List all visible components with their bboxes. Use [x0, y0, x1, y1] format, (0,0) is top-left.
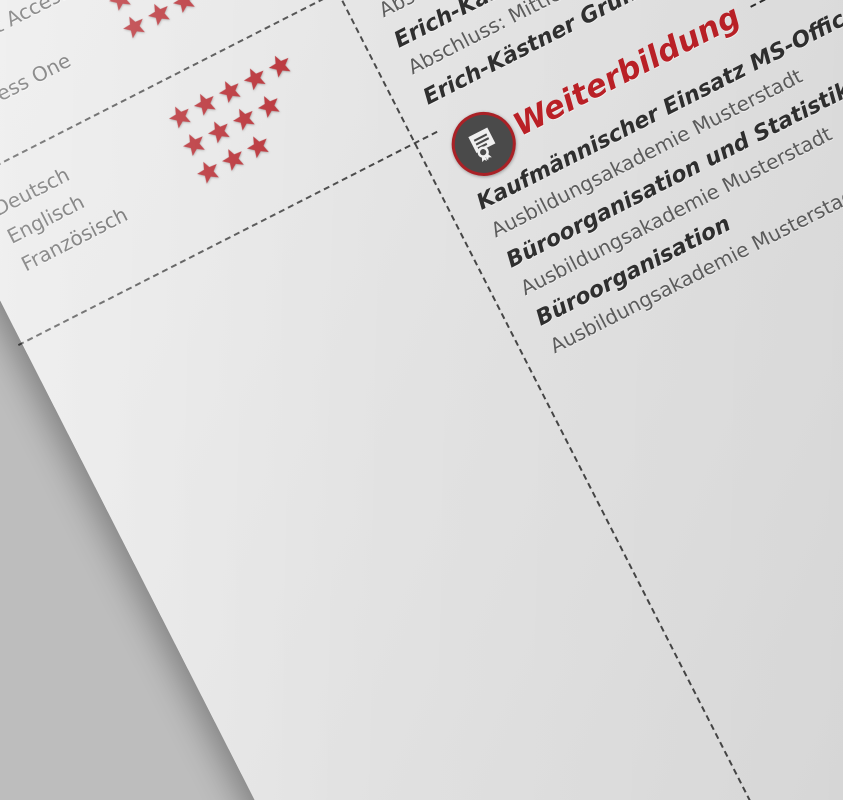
- star-icon: [263, 48, 295, 80]
- star-icon: [168, 0, 200, 16]
- section-training-header: Weiterbildung: [440, 0, 843, 188]
- language-rating: [178, 89, 285, 159]
- section-languages: Deutsch Englisch Französisch: [0, 18, 379, 279]
- skill-row: Business One: [0, 0, 305, 134]
- language-row: Französisch: [15, 73, 378, 279]
- star-icon: [252, 89, 284, 121]
- star-icon: [227, 101, 259, 133]
- star-icon: [238, 61, 270, 93]
- star-icon: [188, 87, 220, 119]
- language-rating: [192, 129, 274, 187]
- left-column: Kenntnisse Microsoft Word Microsoft Exce…: [0, 0, 438, 347]
- skills-list: Microsoft Word Microsoft Excel Microsoft…: [0, 0, 305, 134]
- star-icon: [178, 127, 210, 159]
- language-row: Deutsch: [0, 18, 351, 224]
- star-icon: [242, 129, 274, 161]
- right-column: Meine Aufgaben waren: Erstellung von Prä…: [45, 0, 843, 364]
- star-icon: [192, 154, 224, 186]
- star-icon: [213, 74, 245, 106]
- language-row: Englisch: [1, 46, 364, 252]
- languages-list: Deutsch Englisch Französisch: [0, 18, 379, 279]
- star-icon: [203, 114, 235, 146]
- star-icon: [143, 0, 175, 29]
- dashed-rule: [749, 0, 843, 8]
- language-rating: [163, 48, 295, 131]
- certificate-icon: [440, 101, 527, 188]
- star-icon: [217, 142, 249, 174]
- star-icon: [118, 9, 150, 41]
- star-icon: [163, 99, 195, 131]
- skill-rating: [118, 0, 200, 42]
